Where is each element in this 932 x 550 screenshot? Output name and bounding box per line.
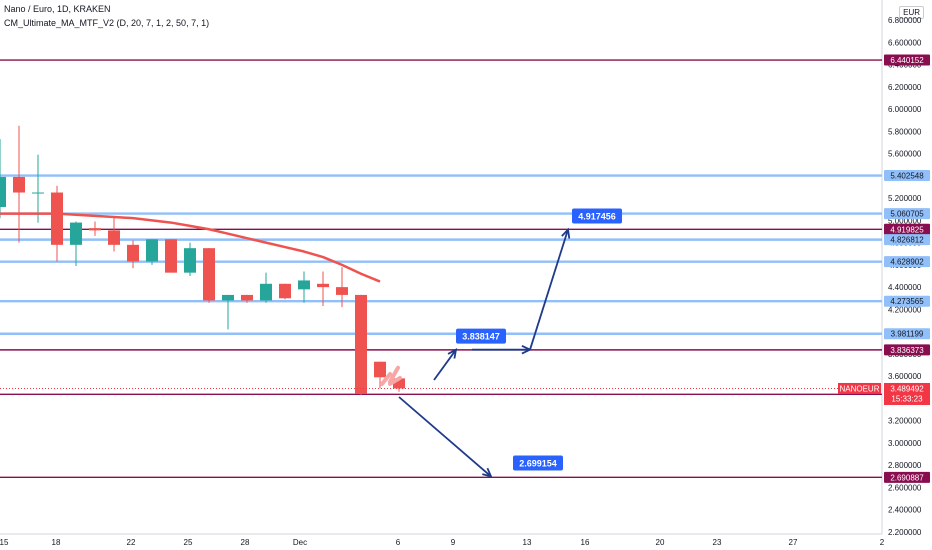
x-tick-label: 25: [184, 538, 193, 547]
candle-body: [260, 283, 272, 301]
level-price-tag: [884, 223, 930, 235]
candle-body: [0, 176, 6, 207]
level-price-tag: [884, 208, 930, 220]
level-price-label: 4.628902: [890, 258, 924, 267]
projection-arrow-up-2-head: [561, 227, 571, 239]
symbol-tag-label: NANOEUR: [839, 384, 879, 393]
y-tick-label: 2.200000: [888, 528, 922, 537]
y-tick-label: 5.000000: [888, 216, 922, 225]
level-price-label: 5.402548: [890, 172, 924, 181]
y-tick-label: 2.600000: [888, 483, 922, 492]
projection-arrow-down: [398, 396, 492, 478]
candle-body: [184, 248, 196, 273]
moving-average-line: [0, 212, 381, 283]
projection-arrow-down-head: [482, 467, 493, 478]
level-price-tag: [884, 256, 930, 268]
x-tick-label: 23: [713, 538, 722, 547]
level-price-tag: [884, 170, 930, 182]
y-tick-label: 3.000000: [888, 439, 922, 448]
level-price-label: 2.690887: [890, 473, 924, 482]
callout-label: 4.917456: [578, 212, 616, 222]
callout-box: [572, 208, 622, 224]
y-tick-label: 5.800000: [888, 127, 922, 136]
indicator-title[interactable]: CM_Ultimate_MA_MTF_V2 (D, 20, 7, 1, 2, 5…: [4, 18, 210, 28]
y-tick-label: 5.200000: [888, 194, 922, 203]
x-tick-label: 9: [451, 538, 456, 547]
x-tick-label: 2: [880, 538, 885, 547]
y-tick-label: 5.600000: [888, 150, 922, 159]
level-price-label: 3.836373: [890, 346, 924, 355]
x-tick-label: Dec: [293, 538, 307, 547]
candle-body: [127, 244, 139, 262]
level-price-label: 4.919825: [890, 225, 924, 234]
candle-body: [393, 378, 405, 389]
candle-body: [165, 239, 177, 273]
level-price-label: 3.981199: [891, 330, 924, 339]
x-tick-label: 18: [52, 538, 61, 547]
callout-box: [456, 328, 506, 344]
y-tick-label: 2.400000: [888, 506, 922, 515]
currency-label[interactable]: EUR: [899, 6, 924, 19]
candle-body: [374, 361, 386, 378]
callout-label: 2.699154: [519, 458, 557, 468]
y-tick-label: 4.200000: [888, 305, 922, 314]
last-price-value: 3.489492: [890, 384, 924, 393]
level-price-label: 6.440152: [890, 56, 924, 65]
candle-body: [241, 294, 253, 301]
candle-body: [317, 283, 329, 288]
projection-arrow-up-1: [433, 349, 457, 381]
level-price-tag: [884, 471, 930, 483]
candle-body: [298, 280, 310, 290]
y-tick-label: 3.200000: [888, 417, 922, 426]
level-price-label: 5.060705: [890, 210, 924, 219]
symbol-tag: [838, 382, 881, 394]
x-tick-label: 15: [0, 538, 9, 547]
level-price-tag: [884, 234, 930, 246]
y-tick-label: 6.600000: [888, 38, 922, 47]
x-tick-label: 22: [127, 538, 136, 547]
candle-body: [279, 283, 291, 299]
y-tick-label: 6.000000: [888, 105, 922, 114]
candle-body: [222, 294, 234, 301]
level-price-tag: [884, 328, 930, 340]
candle-body: [336, 287, 348, 295]
marker-doodle: [380, 365, 402, 386]
y-tick-label: 6.200000: [888, 83, 922, 92]
level-price-label: 4.826812: [890, 236, 924, 245]
candle-body: [32, 192, 44, 194]
y-tick-label: 3.600000: [888, 372, 922, 381]
last-price-tag: [884, 382, 930, 405]
candle-body: [146, 239, 158, 262]
level-price-label: 4.273565: [890, 297, 924, 306]
candle-body: [13, 176, 25, 193]
x-tick-label: 13: [523, 538, 532, 547]
bar-countdown: 15:33:23: [891, 394, 923, 403]
y-tick-label: 6.800000: [888, 16, 922, 25]
projection-arrow-up-1-head: [447, 347, 458, 359]
candle-body: [51, 192, 63, 245]
level-price-tag: [884, 344, 930, 356]
level-price-tag: [884, 295, 930, 307]
candle-body: [108, 230, 120, 245]
x-tick-label: 28: [241, 538, 250, 547]
y-tick-label: 4.400000: [888, 283, 922, 292]
x-tick-label: 27: [789, 538, 798, 547]
candle-body: [203, 248, 215, 301]
x-tick-label: 20: [656, 538, 665, 547]
y-tick-label: 2.800000: [888, 461, 922, 470]
x-tick-label: 16: [581, 538, 590, 547]
candle-body: [89, 228, 101, 231]
callout-box: [513, 455, 563, 471]
candle-body: [70, 222, 82, 245]
candle-body: [355, 294, 367, 394]
x-tick-label: 6: [396, 538, 401, 547]
projection-arrow-up-2: [529, 229, 569, 350]
callout-label: 3.838147: [462, 332, 500, 342]
symbol-title: Nano / Euro, 1D, KRAKEN: [4, 4, 111, 14]
level-price-tag: [884, 54, 930, 66]
